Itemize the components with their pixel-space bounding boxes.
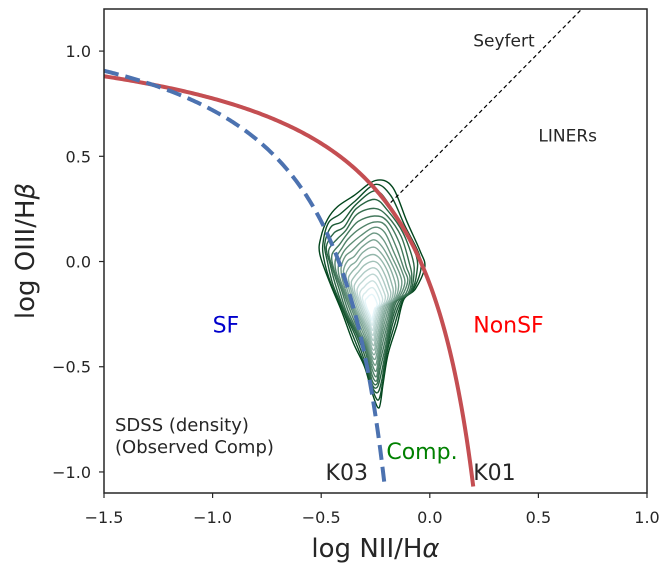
density-contour-level	[318, 179, 426, 409]
x-tick-label: −0.5	[302, 508, 341, 527]
annotation-liners: LINERs	[538, 126, 597, 146]
x-axis-label: log NII/Hα	[311, 534, 439, 564]
density-contour-level	[334, 221, 409, 378]
annotation-seyfert: Seyfert	[473, 32, 535, 52]
density-contour-level	[342, 239, 400, 361]
annotation-k01: K01	[473, 461, 515, 486]
density-contour-level	[364, 293, 378, 322]
x-tick-label: −1.0	[193, 508, 232, 527]
y-tick-label: 0.5	[66, 147, 91, 166]
density-contour-level	[350, 260, 392, 347]
y-tick-label: −0.5	[52, 358, 91, 377]
k03-curve	[104, 68, 387, 482]
x-tick-label: 0.5	[526, 508, 551, 527]
legend: SDSS (density) (Observed Comp)	[115, 415, 274, 458]
annotation-nonsf: NonSF	[473, 314, 543, 339]
legend-line-2: (Observed Comp)	[115, 437, 274, 458]
density-contours	[318, 179, 426, 409]
x-axis-label-symbol: α	[422, 534, 439, 564]
density-contour-level	[347, 253, 395, 351]
x-tick-label: 1.0	[634, 508, 659, 527]
k01-curve	[104, 74, 476, 487]
density-contour-level	[337, 226, 406, 373]
y-axis-label-symbol: β	[11, 183, 41, 201]
density-contour-level	[361, 286, 381, 327]
y-axis-label-text: log OIII/H	[11, 199, 41, 319]
annotation-sf: SF	[213, 314, 240, 339]
legend-line-1: SDSS (density)	[115, 415, 249, 436]
y-tick-label: −1.0	[52, 463, 91, 482]
density-contour-level	[340, 232, 403, 366]
y-axis-label: log OIII/Hβ	[11, 183, 41, 319]
demarcation-lines	[104, 9, 583, 487]
x-axis-label-text: log NII/H	[311, 534, 422, 564]
x-tick-label: 0.0	[417, 508, 442, 527]
density-contour-level	[356, 273, 387, 337]
annotation-k03: K03	[326, 461, 368, 486]
region-annotations: Seyfert LINERs SF NonSF Comp. K03 K01	[213, 32, 598, 486]
density-contour-level	[353, 267, 389, 342]
plot-frame	[103, 8, 648, 494]
density-contour-level	[345, 246, 397, 356]
x-tick-label: −1.5	[85, 508, 124, 527]
axis-ticks: −1.5 −1.0 −0.5 0.0 0.5 1.0 −1.0 −0.5 0.0 0.5 1.0	[52, 42, 660, 527]
y-tick-label: 0.0	[66, 253, 91, 272]
annotation-comp: Comp.	[386, 440, 457, 465]
density-contour-level	[358, 280, 384, 332]
seyfert-liner-line	[390, 9, 583, 204]
y-tick-label: 1.0	[66, 42, 91, 61]
density-contour-level	[330, 215, 411, 382]
